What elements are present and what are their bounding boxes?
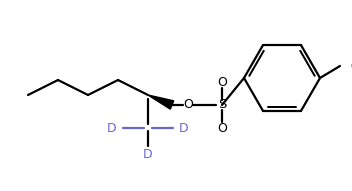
Text: D: D	[143, 148, 153, 162]
Text: CH₃: CH₃	[350, 60, 352, 73]
Text: O: O	[217, 121, 227, 134]
Text: S: S	[218, 99, 226, 112]
Polygon shape	[148, 95, 174, 109]
Text: D: D	[107, 121, 117, 134]
Text: O: O	[183, 99, 193, 112]
Text: O: O	[217, 75, 227, 88]
Text: D: D	[179, 121, 189, 134]
